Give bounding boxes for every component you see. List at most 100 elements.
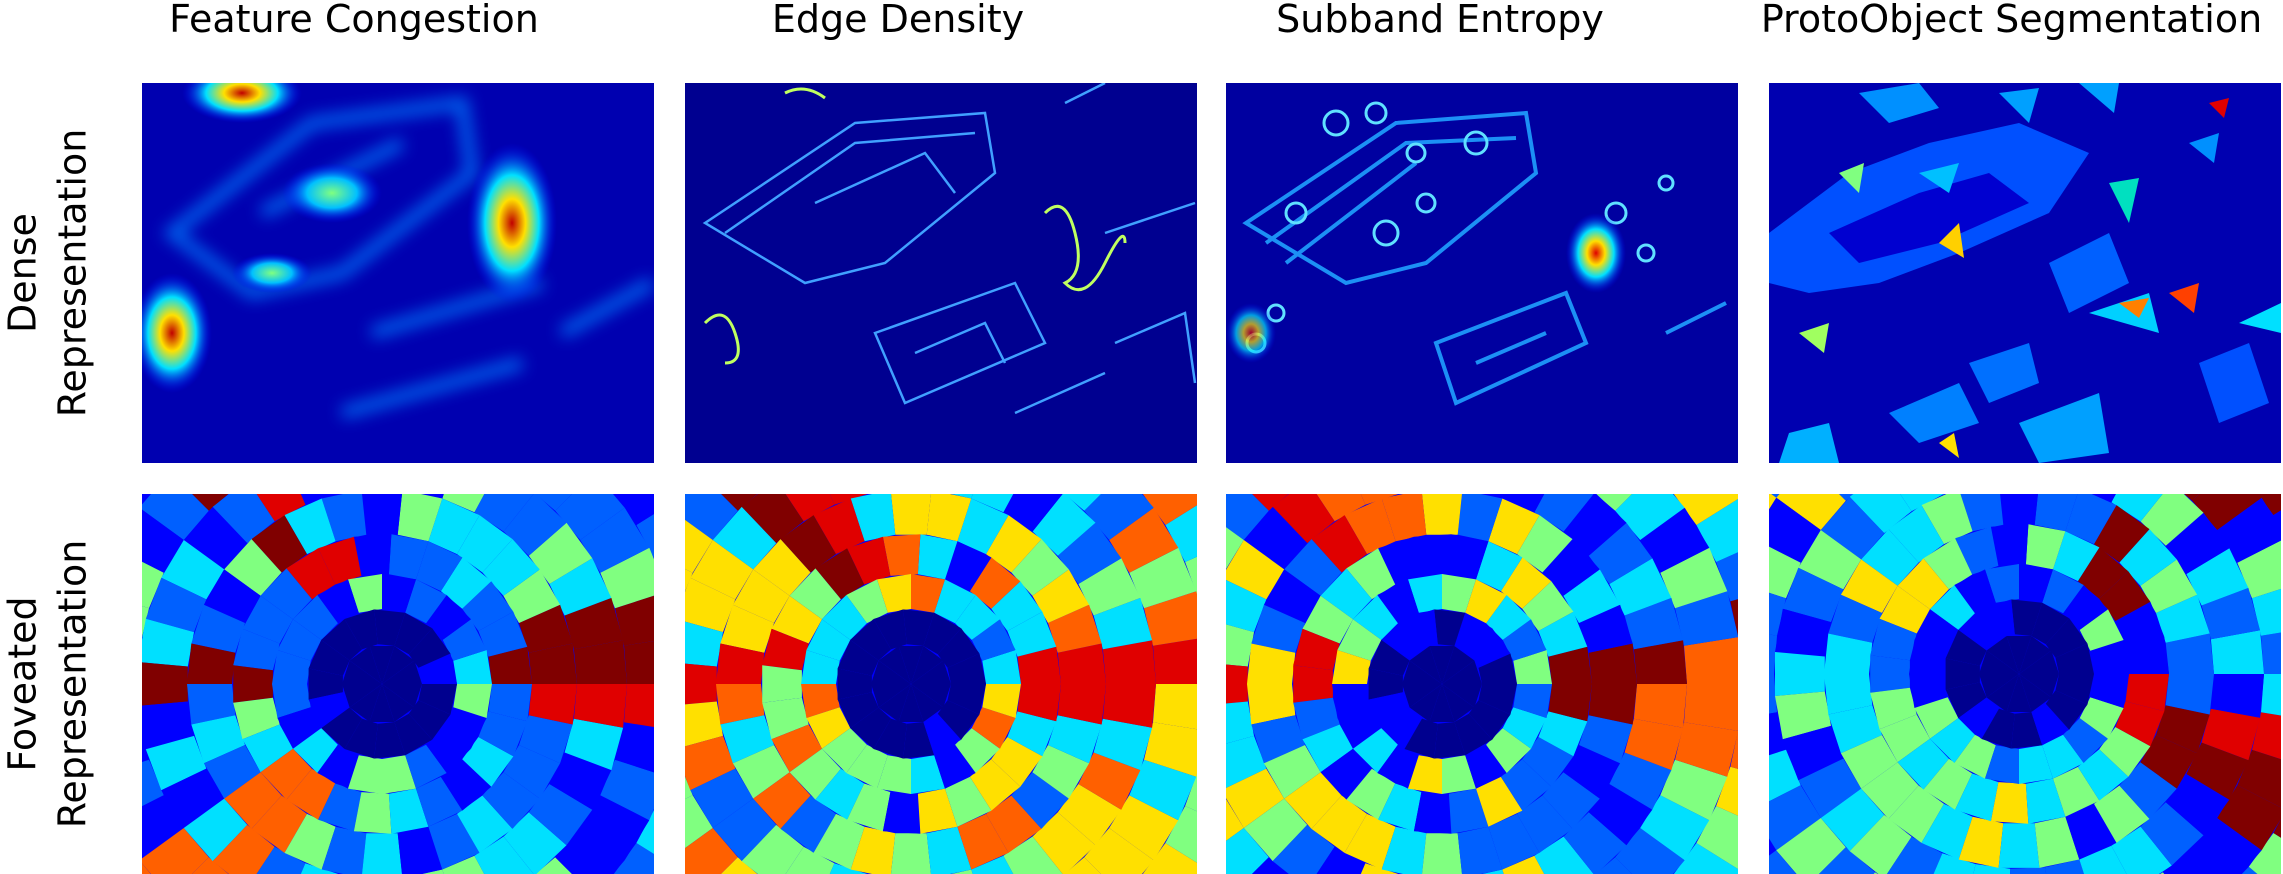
- foveated-wedge: [1263, 569, 1321, 623]
- foveated-wedge: [2025, 778, 2066, 824]
- foveated-wedge: [1879, 585, 1930, 634]
- foveated-wedge: [2217, 785, 2281, 851]
- foveated-wedge: [685, 735, 736, 791]
- foveated-wedge: [2011, 599, 2043, 636]
- foveated-wedge: [615, 722, 654, 773]
- foveated-wedge: [1769, 592, 1786, 636]
- foveated-wedge: [2019, 674, 2059, 698]
- foveated-wedge: [690, 540, 754, 600]
- foveated-wedge: [1017, 684, 1061, 722]
- foveated-wedge: [2010, 867, 2047, 874]
- foveated-wedge: [353, 534, 392, 576]
- foveated-wedge: [1109, 795, 1179, 861]
- foveated-wedge: [2045, 618, 2088, 658]
- foveated-wedge: [442, 707, 487, 749]
- foveated-wedge: [1316, 494, 1366, 522]
- foveated-wedge: [685, 701, 723, 747]
- foveated-wedge: [1776, 494, 1846, 530]
- foveated-wedge: [1609, 752, 1672, 810]
- foveated-wedge: [272, 684, 311, 718]
- foveated-wedge: [1775, 691, 1831, 740]
- foveated-wedge: [982, 650, 1021, 684]
- foveated-wedge: [1624, 597, 1684, 650]
- foveated-wedge: [1945, 658, 1980, 690]
- foveated-wedge: [986, 795, 1042, 853]
- foveated-wedge: [2201, 587, 2261, 640]
- foveated-wedge: [1226, 798, 1244, 841]
- foveated-wedge: [2125, 674, 2169, 712]
- foveated-wedge: [318, 536, 362, 585]
- foveated-wedge: [882, 534, 921, 576]
- foveated-wedge: [1684, 684, 1738, 731]
- foveated-wedge: [877, 755, 911, 794]
- foveated-wedge: [613, 843, 654, 874]
- foveated-wedge: [1488, 498, 1540, 555]
- foveated-wedge: [1408, 574, 1442, 613]
- foveated-wedge: [564, 718, 624, 771]
- foveated-wedge: [945, 541, 992, 592]
- foveated-wedge: [911, 755, 945, 794]
- foveated-wedge: [1346, 768, 1396, 820]
- foveated-wedge: [1839, 494, 1854, 501]
- foveated-wedge: [503, 569, 561, 623]
- foveated-wedge: [1615, 494, 1685, 540]
- foveated-wedge: [1247, 684, 1296, 725]
- foveated-wedge: [1404, 609, 1438, 650]
- foveated-wedge: [192, 494, 229, 511]
- foveated-wedge: [712, 798, 777, 862]
- foveated-wedge: [2273, 818, 2281, 838]
- foveated-wedge: [321, 707, 362, 749]
- foveated-wedge: [1861, 762, 1919, 819]
- foveated-wedge: [721, 494, 758, 511]
- foveated-wedge: [1465, 579, 1507, 624]
- foveated-wedge: [2034, 494, 2078, 532]
- foveated-wedge: [815, 768, 865, 820]
- foveated-wedge: [2053, 766, 2100, 817]
- foveated-wedge: [1500, 557, 1552, 609]
- foveated-wedge: [847, 783, 891, 832]
- foveated-wedge: [1633, 684, 1687, 728]
- foveated-wedge: [2156, 705, 2210, 754]
- foveated-wedge: [142, 701, 194, 750]
- foveated-wedge: [388, 788, 429, 834]
- foveated-wedge: [1579, 604, 1633, 653]
- row-label-foveated: Foveated Representation: [0, 494, 95, 874]
- foveated-wedge: [1824, 674, 1873, 715]
- foveated-wedge: [1673, 494, 1738, 525]
- foveated-wedge: [1979, 674, 2019, 698]
- foveated-wedge: [251, 795, 307, 853]
- foveated-wedge: [1923, 538, 1973, 590]
- foveated-wedge: [1032, 569, 1090, 623]
- foveated-wedge: [1332, 650, 1371, 684]
- foveated-wedge: [636, 514, 654, 559]
- foveated-wedge: [911, 574, 945, 613]
- foveated-wedge: [1696, 806, 1738, 869]
- foveated-wedge: [1284, 772, 1342, 829]
- foveated-wedge: [1771, 494, 1780, 498]
- foveated-wedge: [1588, 643, 1637, 684]
- foveated-wedge: [624, 640, 654, 684]
- foveated-wedge: [1032, 494, 1096, 556]
- foveated-wedge: [369, 684, 395, 722]
- foveated-wedge: [374, 722, 406, 759]
- foveated-wedge: [308, 639, 350, 676]
- foveated-wedge: [1226, 624, 1254, 667]
- foveated-wedge: [482, 539, 540, 596]
- foveated-wedge: [580, 795, 650, 861]
- foveated-wedge: [212, 494, 275, 544]
- foveated-wedge: [1958, 816, 2004, 868]
- foveated-wedge: [1011, 772, 1069, 829]
- foveated-wedge: [1311, 795, 1367, 853]
- foveated-wedge: [837, 668, 872, 700]
- foveated-wedge: [923, 713, 962, 756]
- foveated-wedge: [911, 684, 951, 708]
- foveated-wedge: [1955, 526, 1999, 575]
- foveated-wedge: [1870, 655, 1910, 693]
- foveated-wedge: [1057, 684, 1106, 725]
- foveated-wedge: [2165, 633, 2214, 674]
- foveated-wedge: [428, 498, 480, 555]
- foveated-wedge: [528, 522, 593, 584]
- foveated-wedge: [1534, 836, 1594, 874]
- foveated-wedge: [1057, 522, 1122, 584]
- foveated-wedge: [277, 707, 322, 749]
